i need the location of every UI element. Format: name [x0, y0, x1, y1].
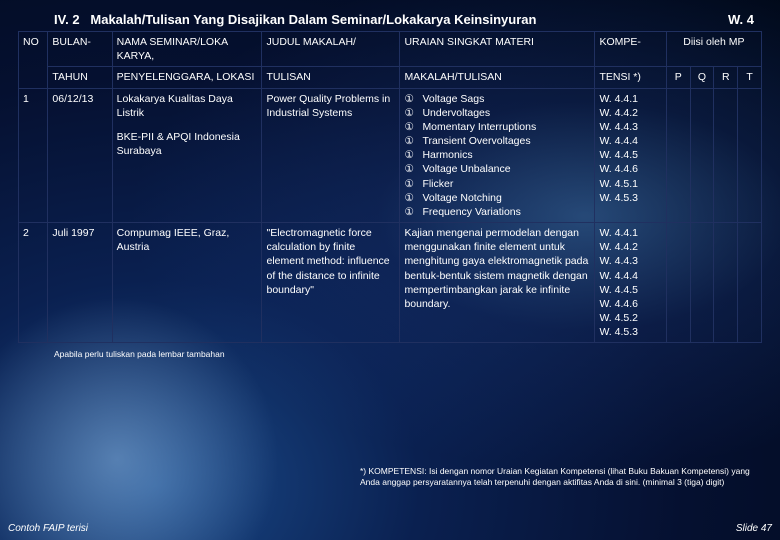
- komp-code: W. 4.4.1: [599, 92, 661, 106]
- table-row: 1 06/12/13 Lokakarya Kualitas Daya Listr…: [19, 88, 762, 223]
- cell-no: 2: [19, 223, 48, 343]
- th-uraian-1: URAIAN SINGKAT MATERI: [400, 32, 595, 67]
- komp-code: W. 4.4.1: [599, 226, 661, 240]
- footnote-left: Apabila perlu tuliskan pada lembar tamba…: [54, 349, 762, 359]
- komp-code: W. 4.4.2: [599, 240, 661, 254]
- cell-no: 1: [19, 88, 48, 223]
- th-q: Q: [690, 67, 714, 88]
- footnote-right: *) KOMPETENSI: Isi dengan nomor Uraian K…: [360, 466, 750, 487]
- list-item: ① Voltage Unbalance: [404, 162, 590, 176]
- komp-code: W. 4.4.3: [599, 254, 661, 268]
- list-item: ① Voltage Notching: [404, 191, 590, 205]
- cell-r: [714, 88, 738, 223]
- cell-t: [738, 223, 762, 343]
- cell-bulan: 06/12/13: [48, 88, 112, 223]
- th-diisi: Diisi oleh MP: [666, 32, 761, 67]
- th-nama-1: NAMA SEMINAR/LOKA KARYA,: [112, 32, 262, 67]
- cell-q: [690, 88, 714, 223]
- table-header-row-2: TAHUN PENYELENGGARA, LOKASI TULISAN MAKA…: [19, 67, 762, 88]
- cell-judul: "Electromagnetic force calculation by fi…: [262, 223, 400, 343]
- th-t: T: [738, 67, 762, 88]
- section-text: Makalah/Tulisan Yang Disajikan Dalam Sem…: [90, 12, 536, 27]
- th-bulan-1: BULAN-: [48, 32, 112, 67]
- bullet-icon: ①: [404, 205, 414, 219]
- komp-code: W. 4.4.4: [599, 134, 661, 148]
- th-r: R: [714, 67, 738, 88]
- cell-q: [690, 223, 714, 343]
- cell-r: [714, 223, 738, 343]
- komp-code: W. 4.4.4: [599, 269, 661, 283]
- th-komp-1: KOMPE-: [595, 32, 666, 67]
- cell-p: [666, 88, 690, 223]
- th-no: NO: [19, 32, 48, 89]
- th-uraian-2: MAKALAH/TULISAN: [400, 67, 595, 88]
- list-item: ① Harmonics: [404, 148, 590, 162]
- list-item: ① Momentary Interruptions: [404, 120, 590, 134]
- list-item: ① Flicker: [404, 177, 590, 191]
- komp-code: W. 4.5.1: [599, 177, 661, 191]
- cell-uraian: Kajian mengenai permodelan dengan menggu…: [400, 223, 595, 343]
- footer-right: Slide 47: [736, 523, 772, 534]
- list-item-label: Harmonics: [422, 148, 472, 162]
- cell-komp: W. 4.4.1W. 4.4.2W. 4.4.3W. 4.4.4W. 4.4.5…: [595, 223, 666, 343]
- komp-code: W. 4.5.3: [599, 325, 661, 339]
- list-item: ① Transient Overvoltages: [404, 134, 590, 148]
- komp-code: W. 4.4.5: [599, 283, 661, 297]
- table-header-row-1: NO BULAN- NAMA SEMINAR/LOKA KARYA, JUDUL…: [19, 32, 762, 67]
- cell-nama: Lokakarya Kualitas Daya Listrik BKE-PII …: [112, 88, 262, 223]
- cell-nama-b: BKE-PII & APQI Indonesia Surabaya: [117, 130, 258, 158]
- list-item-label: Voltage Unbalance: [422, 162, 510, 176]
- cell-p: [666, 223, 690, 343]
- bullet-icon: ①: [404, 177, 414, 191]
- list-item: ① Undervoltages: [404, 106, 590, 120]
- komp-code: W. 4.4.6: [599, 162, 661, 176]
- list-item: ① Frequency Variations: [404, 205, 590, 219]
- footer-left: Contoh FAIP terisi: [8, 523, 88, 534]
- th-judul-2: TULISAN: [262, 67, 400, 88]
- th-nama-2: PENYELENGGARA, LOKASI: [112, 67, 262, 88]
- komp-code: W. 4.5.2: [599, 311, 661, 325]
- list-item-label: Voltage Sags: [422, 92, 484, 106]
- komp-code: W. 4.4.3: [599, 120, 661, 134]
- bullet-icon: ①: [404, 134, 414, 148]
- table-row: 2 Juli 1997 Compumag IEEE, Graz, Austria…: [19, 223, 762, 343]
- w-label: W. 4: [728, 12, 754, 27]
- th-p: P: [666, 67, 690, 88]
- th-komp-2: TENSI *): [595, 67, 666, 88]
- cell-uraian: ① Voltage Sags ① Undervoltages ① Momentary In…: [400, 88, 595, 223]
- bullet-icon: ①: [404, 92, 414, 106]
- komp-code: W. 4.4.5: [599, 148, 661, 162]
- list-item-label: Frequency Variations: [422, 205, 520, 219]
- list-item-label: Flicker: [422, 177, 453, 191]
- cell-komp: W. 4.4.1W. 4.4.2W. 4.4.3W. 4.4.4W. 4.4.5…: [595, 88, 666, 223]
- list-item-label: Undervoltages: [422, 106, 490, 120]
- main-table: NO BULAN- NAMA SEMINAR/LOKA KARYA, JUDUL…: [18, 31, 762, 343]
- komp-code: W. 4.4.6: [599, 297, 661, 311]
- komp-code: W. 4.5.3: [599, 191, 661, 205]
- cell-nama: Compumag IEEE, Graz, Austria: [112, 223, 262, 343]
- list-item-label: Transient Overvoltages: [422, 134, 530, 148]
- list-item-label: Voltage Notching: [422, 191, 501, 205]
- list-item: ① Voltage Sags: [404, 92, 590, 106]
- list-item-label: Momentary Interruptions: [422, 120, 536, 134]
- cell-judul: Power Quality Problems in Industrial Sys…: [262, 88, 400, 223]
- bullet-icon: ①: [404, 120, 414, 134]
- cell-nama-a: Lokakarya Kualitas Daya Listrik: [117, 92, 258, 120]
- komp-code: W. 4.4.2: [599, 106, 661, 120]
- bullet-icon: ①: [404, 106, 414, 120]
- bullet-icon: ①: [404, 191, 414, 205]
- section-title: IV. 2 Makalah/Tulisan Yang Disajikan Dal…: [54, 12, 536, 27]
- section-number: IV. 2: [54, 12, 80, 27]
- bullet-icon: ①: [404, 162, 414, 176]
- cell-bulan: Juli 1997: [48, 223, 112, 343]
- cell-t: [738, 88, 762, 223]
- bullet-icon: ①: [404, 148, 414, 162]
- th-judul-1: JUDUL MAKALAH/: [262, 32, 400, 67]
- th-bulan-2: TAHUN: [48, 67, 112, 88]
